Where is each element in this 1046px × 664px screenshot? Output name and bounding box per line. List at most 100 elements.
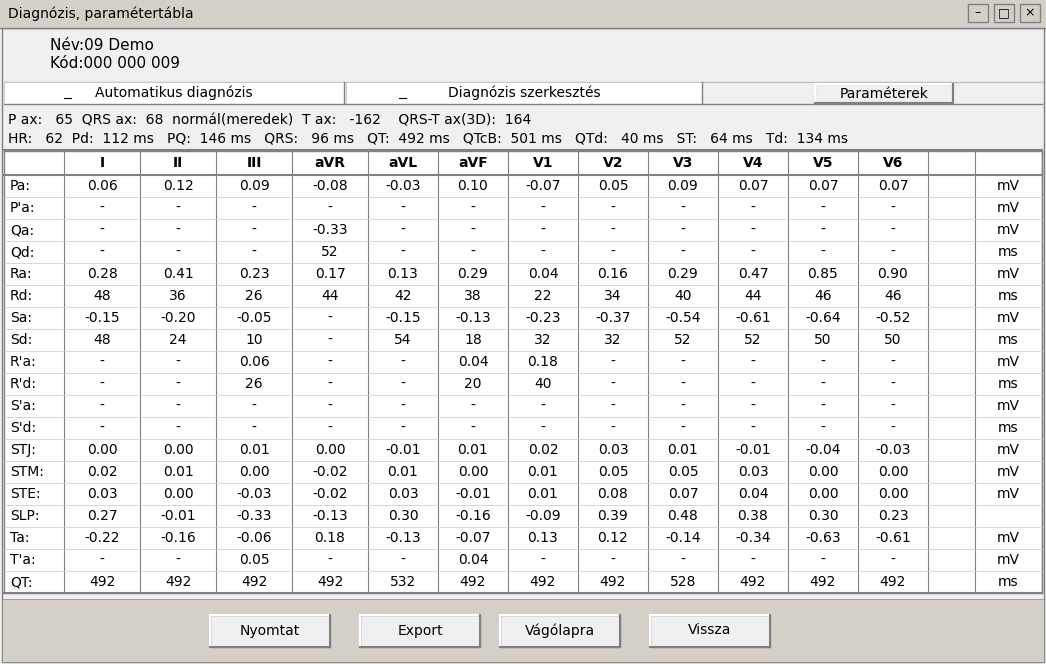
Text: -: - — [541, 553, 545, 567]
Text: 44: 44 — [745, 289, 761, 303]
Text: -: - — [401, 201, 406, 215]
Text: -: - — [401, 399, 406, 413]
Text: Pa:: Pa: — [10, 179, 31, 193]
Text: 0.23: 0.23 — [238, 267, 269, 281]
Text: III: III — [246, 156, 262, 170]
Text: mV: mV — [997, 487, 1020, 501]
Bar — [500, 614, 620, 647]
Text: -0.02: -0.02 — [313, 465, 347, 479]
Text: -0.05: -0.05 — [236, 311, 272, 325]
Text: 0.03: 0.03 — [737, 465, 769, 479]
Text: -0.63: -0.63 — [805, 531, 841, 545]
Text: -: - — [401, 355, 406, 369]
Text: V4: V4 — [743, 156, 764, 170]
Text: 26: 26 — [245, 289, 263, 303]
Text: -0.34: -0.34 — [735, 531, 771, 545]
Text: -: - — [327, 553, 333, 567]
Text: Qd:: Qd: — [10, 245, 35, 259]
Text: -0.03: -0.03 — [385, 179, 420, 193]
Text: I: I — [99, 156, 105, 170]
Text: 492: 492 — [241, 575, 267, 589]
Text: -: - — [99, 553, 105, 567]
Text: -0.15: -0.15 — [385, 311, 420, 325]
Text: 0.00: 0.00 — [808, 487, 838, 501]
Text: Ta:: Ta: — [10, 531, 29, 545]
Text: Diagnózis, paramétertábla: Diagnózis, paramétertábla — [8, 7, 194, 21]
Text: 0.07: 0.07 — [737, 179, 769, 193]
Text: 0.00: 0.00 — [238, 465, 269, 479]
Text: 32: 32 — [605, 333, 621, 347]
Bar — [360, 614, 480, 647]
Text: 492: 492 — [810, 575, 836, 589]
Text: 50: 50 — [814, 333, 832, 347]
Text: 38: 38 — [464, 289, 482, 303]
Text: R'a:: R'a: — [10, 355, 37, 369]
Text: mV: mV — [997, 223, 1020, 237]
Bar — [815, 84, 953, 103]
Text: 0.12: 0.12 — [162, 179, 194, 193]
Text: -: - — [327, 311, 333, 325]
Text: -0.61: -0.61 — [876, 531, 911, 545]
Text: Vissza: Vissza — [688, 623, 732, 637]
Text: -0.33: -0.33 — [313, 223, 347, 237]
Text: -: - — [890, 553, 895, 567]
Text: -0.08: -0.08 — [312, 179, 348, 193]
Text: -: - — [401, 553, 406, 567]
Text: 0.02: 0.02 — [527, 443, 559, 457]
Text: STM:: STM: — [10, 465, 44, 479]
Text: 0.47: 0.47 — [737, 267, 769, 281]
Text: 0.06: 0.06 — [238, 355, 270, 369]
Text: -0.14: -0.14 — [665, 531, 701, 545]
Text: aVR: aVR — [315, 156, 345, 170]
Text: V6: V6 — [883, 156, 903, 170]
Text: -0.07: -0.07 — [525, 179, 561, 193]
Text: ms: ms — [998, 421, 1019, 435]
Text: R'd:: R'd: — [10, 377, 37, 391]
Text: -: - — [99, 421, 105, 435]
Text: -: - — [541, 421, 545, 435]
Text: 0.06: 0.06 — [87, 179, 117, 193]
Text: V3: V3 — [673, 156, 693, 170]
Text: 0.07: 0.07 — [878, 179, 908, 193]
Text: -0.07: -0.07 — [455, 531, 491, 545]
Text: 0.29: 0.29 — [458, 267, 488, 281]
Text: 34: 34 — [605, 289, 621, 303]
Text: mV: mV — [997, 531, 1020, 545]
Text: -0.16: -0.16 — [160, 531, 196, 545]
Text: –: – — [975, 7, 981, 19]
Text: -: - — [327, 377, 333, 391]
Text: -: - — [401, 245, 406, 259]
Text: 0.08: 0.08 — [597, 487, 629, 501]
Text: II: II — [173, 156, 183, 170]
Text: 528: 528 — [669, 575, 697, 589]
Text: -0.22: -0.22 — [85, 531, 119, 545]
Text: 0.09: 0.09 — [238, 179, 270, 193]
Text: V5: V5 — [813, 156, 834, 170]
Text: SLP:: SLP: — [10, 509, 40, 523]
Text: -: - — [751, 355, 755, 369]
Text: -: - — [681, 421, 685, 435]
Text: 0.03: 0.03 — [87, 487, 117, 501]
Text: -: - — [890, 421, 895, 435]
Text: S'a:: S'a: — [10, 399, 36, 413]
Text: 0.00: 0.00 — [163, 443, 194, 457]
Text: -: - — [327, 421, 333, 435]
Text: mV: mV — [997, 443, 1020, 457]
Text: 0.00: 0.00 — [315, 443, 345, 457]
Text: 0.04: 0.04 — [737, 487, 769, 501]
Text: -: - — [751, 201, 755, 215]
Text: -: - — [541, 223, 545, 237]
Text: □: □ — [998, 7, 1009, 19]
Text: 0.01: 0.01 — [527, 487, 559, 501]
Text: -: - — [611, 223, 615, 237]
Text: -: - — [890, 223, 895, 237]
Text: 32: 32 — [535, 333, 551, 347]
Text: -0.37: -0.37 — [595, 311, 631, 325]
Text: 0.16: 0.16 — [597, 267, 629, 281]
Text: -: - — [471, 421, 476, 435]
Text: -0.54: -0.54 — [665, 311, 701, 325]
Text: 0.07: 0.07 — [808, 179, 838, 193]
Text: 0.04: 0.04 — [458, 553, 488, 567]
Text: -0.09: -0.09 — [525, 509, 561, 523]
Text: -0.03: -0.03 — [876, 443, 911, 457]
